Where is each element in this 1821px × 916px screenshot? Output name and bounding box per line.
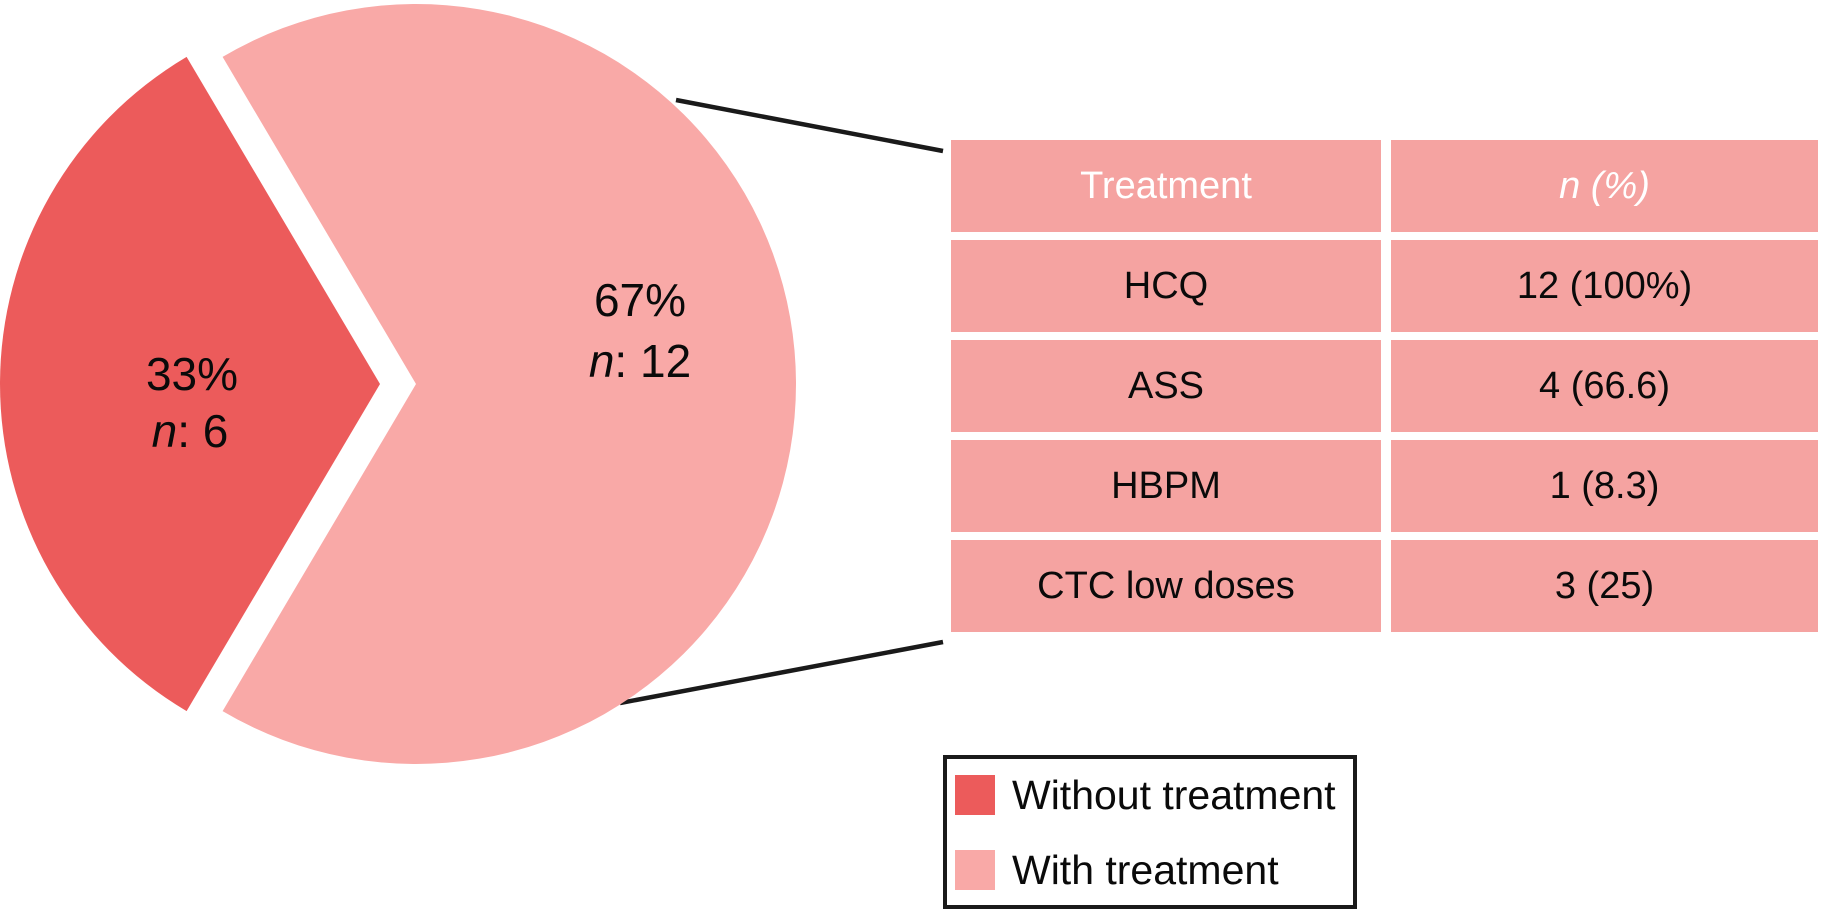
legend-swatch-without-treatment-icon	[955, 775, 995, 815]
table-cell-n-ctc: 3 (25)	[1391, 540, 1818, 632]
table-cell-treatment-hcq: HCQ	[951, 240, 1381, 332]
pie-label-without-treatment-pct: 33%	[146, 348, 238, 400]
pie-slice-without-treatment	[0, 56, 381, 712]
pie-label-with-treatment-pct: 67%	[594, 274, 686, 326]
table-cell-n-ass: 4 (66.6)	[1391, 340, 1818, 432]
callout-line-top	[675, 97, 944, 154]
table-cell-treatment-ass: ASS	[951, 340, 1381, 432]
table-header-treatment: Treatment	[951, 140, 1381, 232]
legend-swatch-with-treatment-icon	[955, 850, 995, 890]
legend-item-with-treatment: With treatment	[955, 846, 1353, 893]
table-cell-treatment-hbpm: HBPM	[951, 440, 1381, 532]
legend-item-without-treatment: Without treatment	[955, 771, 1353, 818]
table-cell-n-hbpm: 1 (8.3)	[1391, 440, 1818, 532]
pie-slice-with-treatment	[222, 3, 797, 764]
pie-label-with-treatment-n: n: 12	[589, 335, 691, 387]
table-cell-n-hcq: 12 (100%)	[1391, 240, 1818, 332]
pie-legend: Without treatment With treatment	[943, 755, 1357, 909]
pie-label-without-treatment-n: n: 6	[152, 405, 229, 457]
treatment-table: Treatment n (%) HCQ 12 (100%) ASS 4 (66.…	[951, 140, 1818, 632]
table-header-n-pct: n (%)	[1391, 140, 1818, 232]
callout-line-bottom	[619, 639, 944, 706]
legend-label-without-treatment: Without treatment	[1012, 771, 1336, 818]
legend-label-with-treatment: With treatment	[1012, 846, 1279, 893]
table-cell-treatment-ctc: CTC low doses	[951, 540, 1381, 632]
